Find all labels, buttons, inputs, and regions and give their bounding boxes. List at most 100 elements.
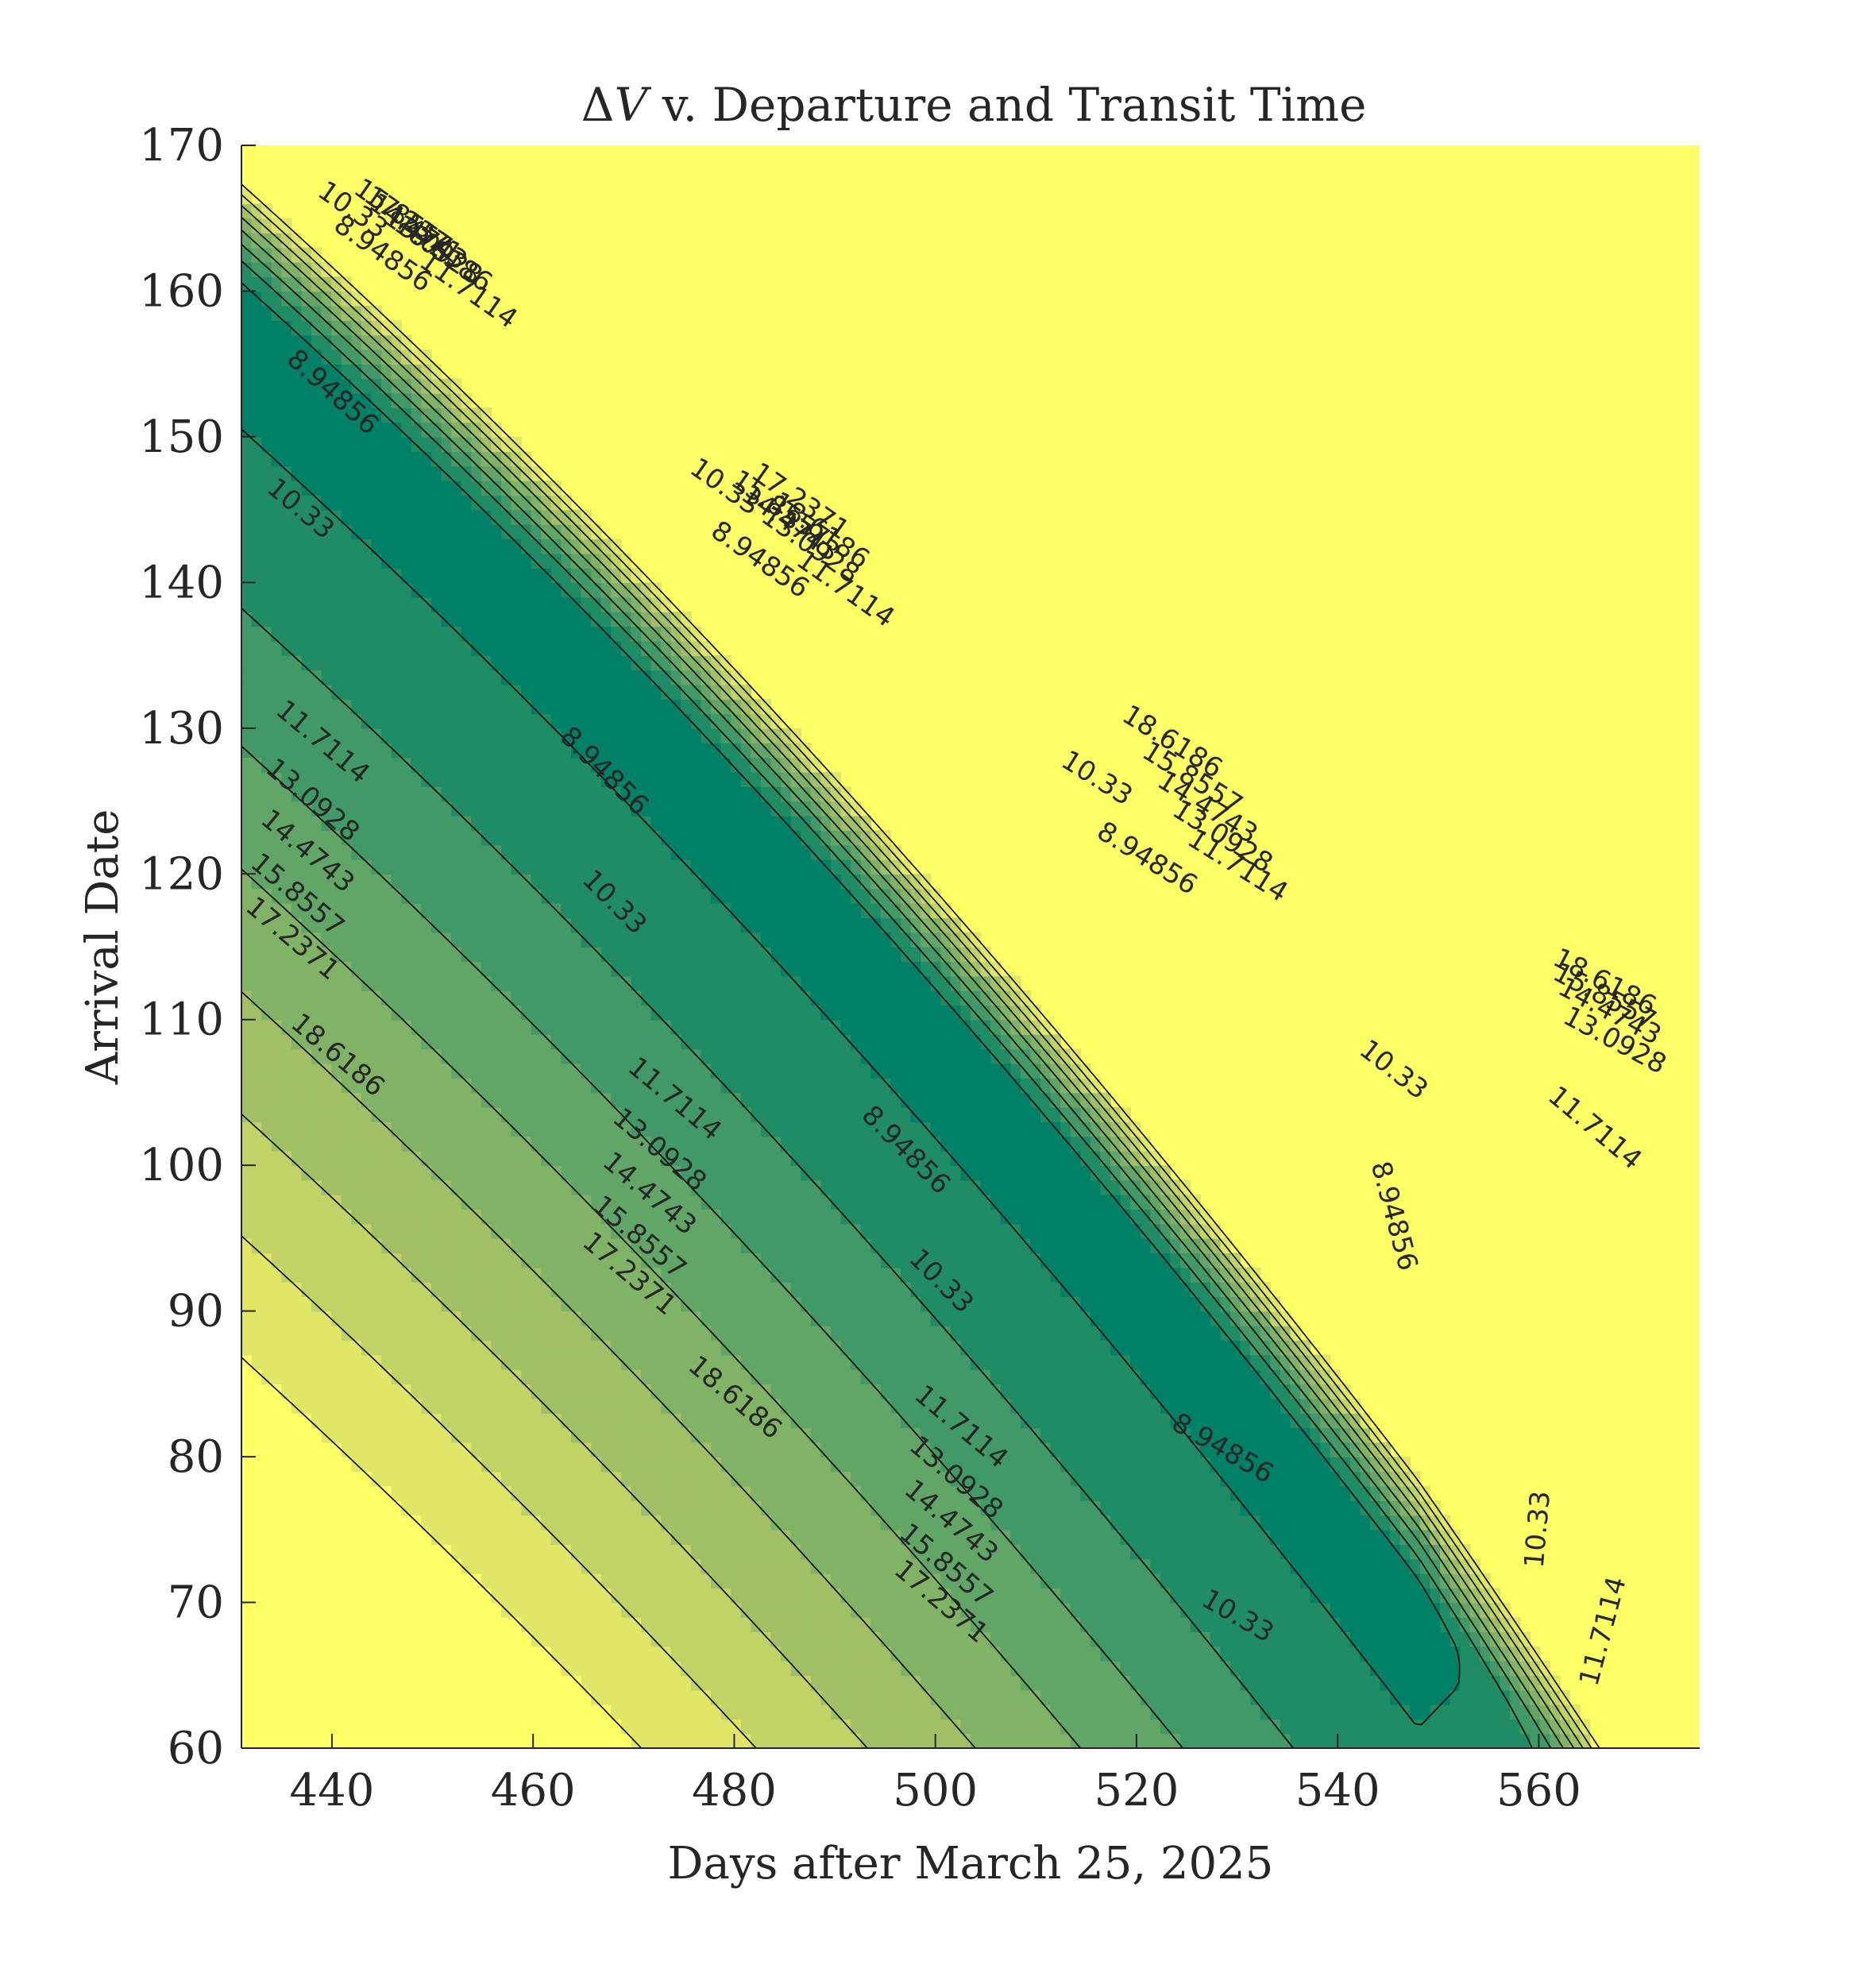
contour-band-cell (650, 975, 662, 991)
contour-band-cell (391, 975, 403, 991)
contour-band-cell (760, 990, 772, 1006)
contour-band-cell (720, 1005, 731, 1021)
contour-band-cell (810, 1034, 822, 1050)
contour-band-cell (801, 844, 812, 860)
contour-band-cell (681, 1602, 692, 1618)
contour-band-cell (281, 917, 292, 933)
contour-band-cell (581, 1048, 592, 1064)
contour-band-cell (421, 1179, 432, 1195)
contour-band-cell (371, 771, 382, 787)
contour-band-cell (840, 1689, 851, 1705)
contour-band-cell (840, 932, 851, 948)
contour-band-cell (731, 1078, 742, 1094)
contour-band-cell (641, 1457, 652, 1473)
contour-band-cell (670, 801, 682, 816)
contour-band-cell (301, 1121, 312, 1137)
contour-band-cell (531, 743, 542, 759)
contour-band-cell (541, 612, 552, 627)
contour-band-cell (241, 1179, 253, 1195)
contour-band-cell (351, 902, 362, 919)
contour-band-cell (631, 830, 642, 846)
contour-band-cell (550, 1019, 562, 1035)
contour-band-cell (491, 786, 502, 802)
contour-band-cell (481, 1325, 492, 1341)
contour-band-cell (751, 1034, 762, 1050)
contour-band-cell (591, 713, 602, 729)
contour-band-cell (401, 1398, 412, 1414)
contour-band-cell (341, 1179, 353, 1195)
contour-band-cell (471, 1529, 482, 1545)
contour-band-cell (760, 1471, 772, 1487)
contour-band-cell (641, 1427, 652, 1443)
contour-band-cell (301, 1106, 312, 1122)
contour-band-cell (471, 640, 482, 656)
contour-band-cell (581, 1063, 592, 1079)
contour-band-cell (491, 1296, 502, 1312)
contour-band-cell (421, 1427, 432, 1443)
contour-band-cell (481, 947, 492, 963)
contour-band-cell (401, 975, 412, 991)
contour-band-cell (261, 218, 272, 234)
contour-band-cell (421, 1340, 432, 1356)
contour-band-cell (241, 261, 253, 277)
contour-band-cell (600, 670, 612, 685)
contour-band-cell (281, 334, 292, 350)
contour-band-cell (471, 1369, 482, 1385)
contour-band-cell (471, 1544, 482, 1560)
contour-band-cell (511, 612, 522, 627)
contour-band-cell (271, 902, 283, 919)
contour-band-cell (411, 1427, 423, 1443)
contour-band-cell (631, 743, 642, 759)
contour-band-cell (810, 1733, 822, 1748)
contour-band-cell (690, 1573, 702, 1588)
contour-band-cell (271, 1325, 283, 1341)
contour-band-cell (760, 1078, 772, 1094)
contour-band-cell (770, 874, 782, 890)
contour-band-cell (351, 1223, 362, 1239)
contour-band-cell (281, 1106, 292, 1122)
contour-band-cell (570, 1005, 582, 1021)
contour-band-cell (591, 1660, 602, 1677)
contour-band-cell (810, 1515, 822, 1531)
contour-band-cell (301, 947, 312, 963)
contour-band-cell (381, 422, 392, 438)
contour-band-cell (311, 334, 322, 350)
contour-band-cell (451, 1253, 462, 1268)
contour-band-cell (511, 801, 522, 816)
contour-band-cell (461, 1384, 473, 1399)
contour-band-cell (810, 1092, 822, 1108)
contour-band-cell (770, 1136, 782, 1152)
contour-band-cell (511, 1296, 522, 1312)
contour-band-cell (341, 1019, 353, 1035)
contour-band-cell (531, 582, 542, 598)
contour-band-cell (860, 1034, 872, 1050)
contour-band-cell (611, 1048, 622, 1064)
contour-band-cell (681, 1471, 692, 1487)
contour-band-cell (500, 596, 512, 612)
contour-band-cell (251, 276, 262, 292)
contour-band-cell (541, 582, 552, 598)
contour-band-cell (600, 1384, 612, 1399)
contour-band-cell (461, 1340, 473, 1356)
contour-band-cell (711, 990, 722, 1006)
contour-band-cell (251, 844, 262, 860)
contour-band-cell (511, 1063, 522, 1079)
contour-band-cell (661, 975, 672, 991)
contour-band-cell (391, 1281, 403, 1298)
contour-band-cell (790, 961, 802, 977)
contour-band-cell (361, 1121, 372, 1137)
contour-band-cell (461, 728, 473, 743)
contour-band-cell (620, 1500, 632, 1516)
contour-band-cell (790, 1500, 802, 1516)
contour-band-cell (541, 801, 552, 816)
contour-band-cell (481, 844, 492, 860)
contour-band-cell (661, 1588, 672, 1604)
contour-band-cell (550, 1485, 562, 1501)
contour-band-cell (371, 1150, 382, 1166)
contour-band-cell (301, 771, 312, 787)
contour-band-cell (331, 1267, 342, 1283)
contour-band-cell (401, 1005, 412, 1021)
contour-band-cell (441, 670, 452, 685)
contour-band-cell (421, 961, 432, 977)
contour-band-cell (461, 626, 473, 642)
